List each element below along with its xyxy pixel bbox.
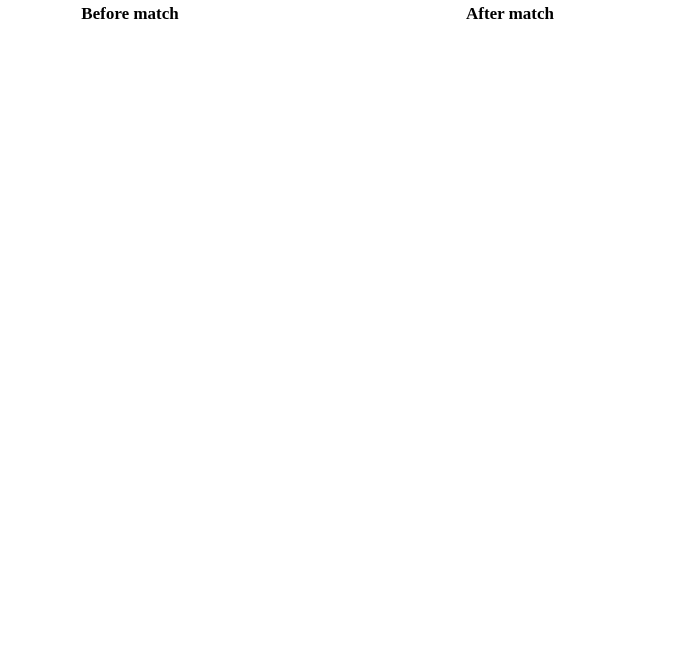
column-title-after-match: After match [466, 4, 554, 23]
column-title-before-match: Before match [81, 4, 179, 23]
